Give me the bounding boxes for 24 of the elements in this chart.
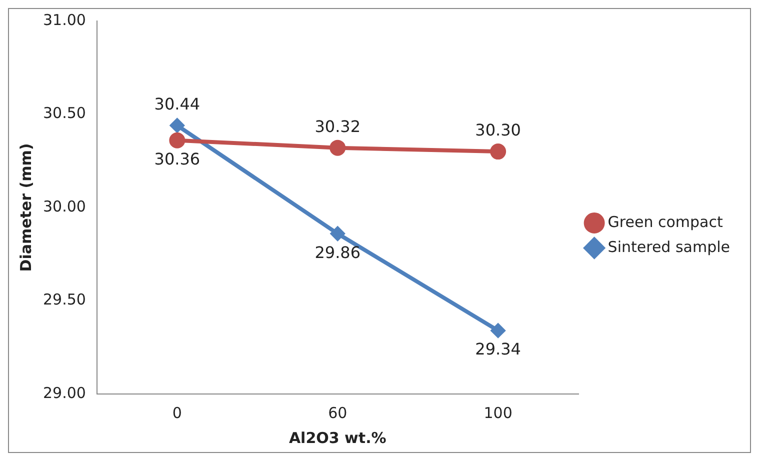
data-label: 30.30	[475, 120, 521, 140]
y-axis-title: Diameter (mm)	[16, 143, 35, 272]
data-label: 30.44	[154, 94, 200, 114]
point	[170, 118, 184, 132]
point	[330, 140, 346, 156]
y-tick-label: 29.00	[42, 384, 86, 402]
y-tick-label: 31.00	[42, 10, 86, 29]
x-axis-title: Al2O3 wt.%	[288, 428, 386, 447]
data-label: 30.32	[314, 116, 361, 136]
point	[330, 226, 345, 241]
legend-label: Sintered sample	[608, 238, 730, 256]
data-label: 29.34	[475, 340, 521, 359]
x-tick-label: 60	[328, 404, 348, 422]
x-tick-label: 0	[172, 404, 182, 422]
legend-label: Green compact	[608, 212, 723, 231]
x-tick-label: 100	[484, 404, 512, 422]
y-tick-label: 30.50	[42, 104, 86, 122]
data-label: 29.86	[314, 242, 361, 262]
y-tick-label: 30.00	[42, 197, 86, 216]
point	[491, 324, 506, 338]
data-label: 30.36	[154, 150, 200, 169]
y-tick-label: 29.50	[42, 290, 86, 309]
point	[490, 144, 506, 160]
point	[169, 132, 186, 148]
